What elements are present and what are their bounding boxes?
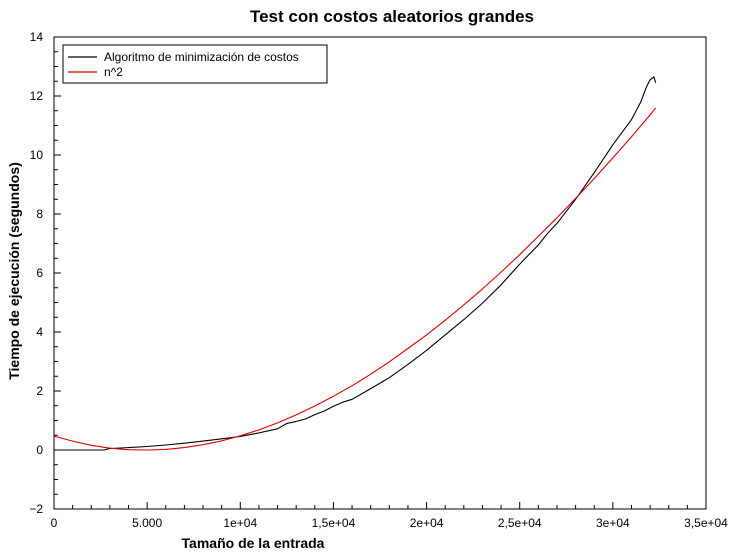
y-tick-label: 6	[36, 266, 43, 280]
x-tick-label: 3,5e+04	[684, 516, 728, 530]
legend-label: Algoritmo de minimización de costos	[104, 50, 299, 64]
y-tick-label: 10	[30, 148, 44, 162]
chart-title: Test con costos aleatorios grandes	[250, 7, 534, 26]
x-tick-label: 2,5e+04	[498, 516, 542, 530]
axis-ticks: 0 5.000 1e+04 1,5e+04 2e+04 2,5e+04 3e+04 3,5e+…	[29, 30, 728, 530]
series-line-2	[53, 107, 657, 451]
x-tick-label: 1e+04	[223, 516, 257, 530]
x-tick-label: 0	[51, 516, 58, 530]
y-tick-label: 0	[36, 443, 43, 457]
x-axis-label: Tamaño de la entrada	[182, 535, 325, 551]
x-tick-label: 2e+04	[410, 516, 444, 530]
x-tick-label: 5.000	[132, 516, 162, 530]
x-tick-label: 1,5e+04	[312, 516, 356, 530]
y-tick-label: 4	[36, 325, 43, 339]
y-axis-label: Tiempo de ejecución (segundos)	[6, 162, 22, 380]
plot-frame	[53, 36, 707, 510]
legend-box	[62, 44, 328, 84]
legend-label: n^2	[104, 65, 123, 79]
x-tick-label: 3e+04	[596, 516, 630, 530]
series-layer	[53, 76, 657, 451]
series-line-1	[54, 76, 657, 451]
y-tick-label: 12	[30, 89, 44, 103]
y-tick-label: 14	[30, 30, 44, 44]
y-tick-label: 2	[36, 384, 43, 398]
y-tick-label: −2	[29, 502, 43, 516]
y-tick-label: 8	[36, 207, 43, 221]
